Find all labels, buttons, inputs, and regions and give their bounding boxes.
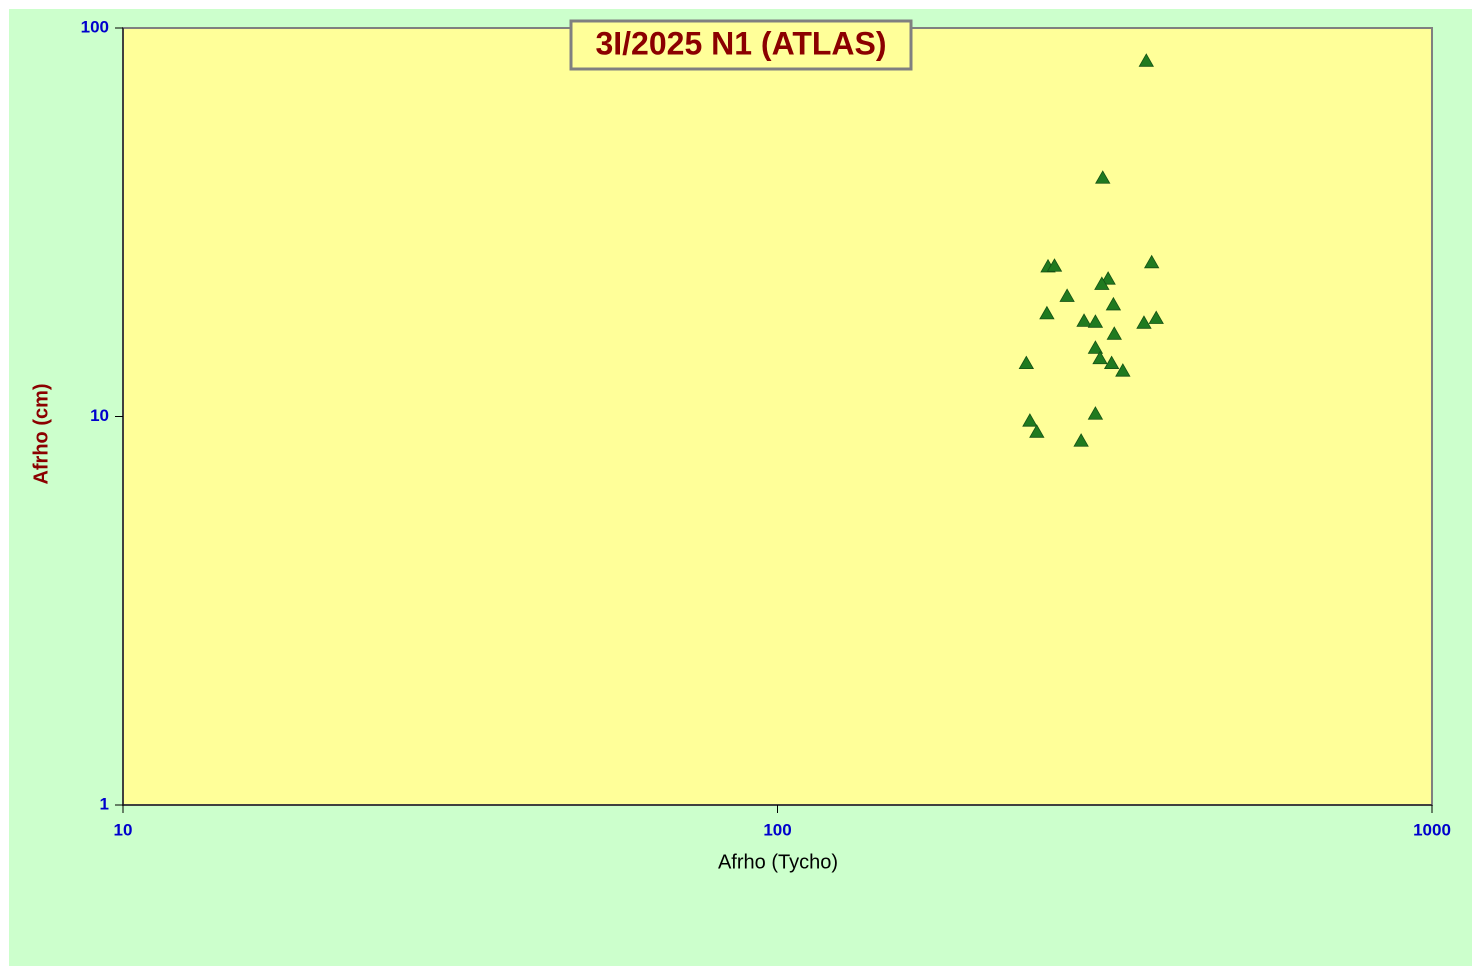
plot-area xyxy=(122,27,1433,806)
data-point xyxy=(1022,413,1038,427)
y-tick-label: 1 xyxy=(100,794,109,813)
data-point xyxy=(1103,355,1120,370)
data-point xyxy=(1138,53,1154,67)
title-box xyxy=(569,19,913,71)
data-point xyxy=(1105,296,1122,311)
data-point xyxy=(1076,313,1092,327)
data-point xyxy=(1087,340,1104,354)
y-axis-label: Afrho (cm) xyxy=(30,383,52,484)
data-point xyxy=(1095,170,1111,184)
data-point xyxy=(1018,355,1035,370)
data-point xyxy=(1087,314,1104,328)
x-tick-label: 100 xyxy=(763,820,791,839)
data-point xyxy=(1046,258,1063,272)
data-point xyxy=(1092,350,1108,365)
data-point xyxy=(1143,254,1160,269)
data-point xyxy=(1039,305,1055,320)
data-point xyxy=(1106,326,1122,340)
y-tick-label: 100 xyxy=(81,17,109,36)
chart-title: 3I/2025 N1 (ATLAS) xyxy=(595,25,886,61)
data-point xyxy=(1100,271,1116,285)
data-point xyxy=(1087,406,1104,420)
data-point xyxy=(1148,310,1164,324)
x-axis-label: Afrho (Tycho) xyxy=(718,851,838,873)
y-tick-label: 10 xyxy=(90,406,109,425)
data-point xyxy=(1073,433,1089,447)
data-point xyxy=(1136,315,1152,329)
x-tick-label: 1000 xyxy=(1413,820,1451,839)
data-point xyxy=(1094,276,1110,290)
data-point xyxy=(1115,363,1131,377)
data-point xyxy=(1029,424,1045,438)
x-tick-label: 10 xyxy=(114,820,133,839)
data-point xyxy=(1059,288,1075,302)
